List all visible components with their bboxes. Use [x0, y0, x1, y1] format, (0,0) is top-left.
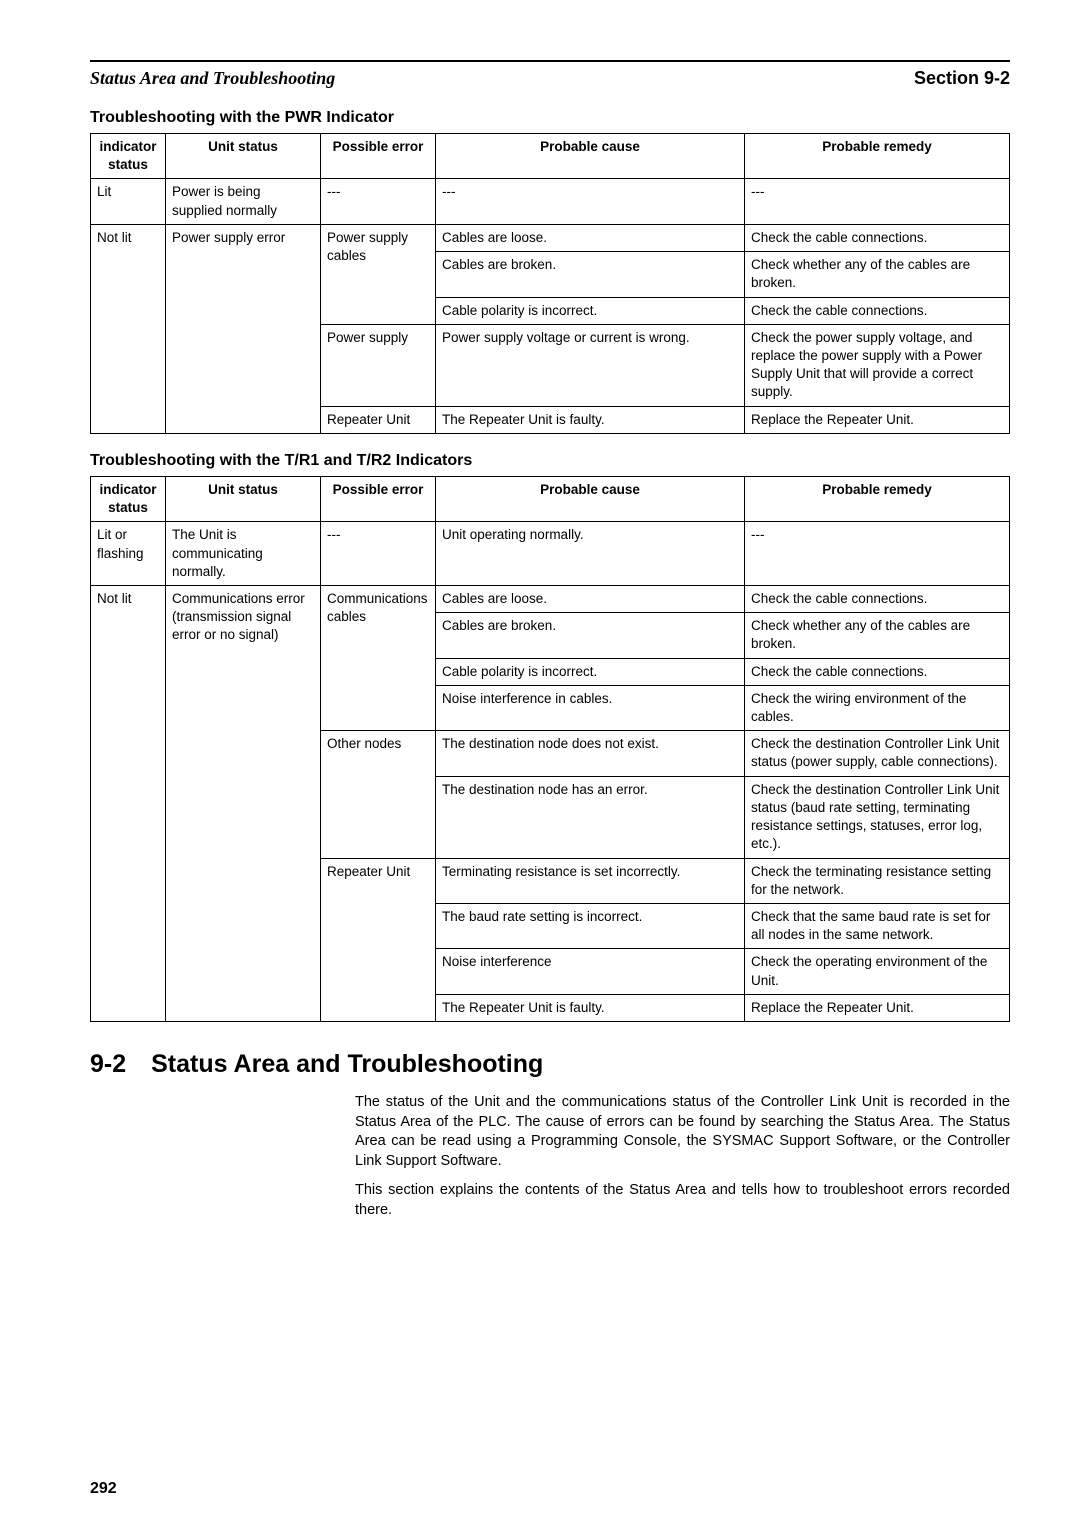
cell-unit: The Unit is communicating normally.	[166, 522, 321, 586]
table-row: Lit Power is being supplied normally ---…	[91, 179, 1010, 224]
cell-remedy: Check the wiring environment of the cabl…	[745, 685, 1010, 730]
cell-error: Repeater Unit	[321, 858, 436, 1022]
header-section-right: Section 9-2	[914, 68, 1010, 89]
cell-error: Repeater Unit	[321, 406, 436, 433]
page-number: 292	[90, 1480, 117, 1498]
cell-cause: The baud rate setting is incorrect.	[436, 904, 745, 949]
col-probable-remedy: Probable remedy	[745, 476, 1010, 521]
col-probable-cause: Probable cause	[436, 476, 745, 521]
cell-remedy: Check the operating environment of the U…	[745, 949, 1010, 994]
cell-remedy: Check whether any of the cables are brok…	[745, 252, 1010, 297]
cell-indicator: Not lit	[91, 224, 166, 433]
cell-indicator: Lit	[91, 179, 166, 224]
cell-cause: Cables are loose.	[436, 585, 745, 612]
cell-remedy: Check the cable connections.	[745, 585, 1010, 612]
table1-heading: Troubleshooting with the PWR Indicator	[90, 109, 1010, 127]
table-row: Lit or flashing The Unit is communicatin…	[91, 522, 1010, 586]
section-body: The status of the Unit and the communica…	[355, 1093, 1010, 1220]
cell-cause: The destination node has an error.	[436, 776, 745, 858]
cell-cause: Power supply voltage or current is wrong…	[436, 324, 745, 406]
body-paragraph: The status of the Unit and the communica…	[355, 1093, 1010, 1171]
cell-remedy: Check the cable connections.	[745, 224, 1010, 251]
cell-remedy: Check the power supply voltage, and repl…	[745, 324, 1010, 406]
cell-unit: Communications error (transmission signa…	[166, 585, 321, 1021]
col-indicator: indicator status	[91, 476, 166, 521]
cell-cause: Terminating resistance is set incorrectl…	[436, 858, 745, 903]
cell-remedy: Check the cable connections.	[745, 297, 1010, 324]
cell-cause: Cable polarity is incorrect.	[436, 658, 745, 685]
cell-cause: ---	[436, 179, 745, 224]
cell-indicator: Not lit	[91, 585, 166, 1021]
table1-header-row: indicator status Unit status Possible er…	[91, 134, 1010, 179]
cell-remedy: Replace the Repeater Unit.	[745, 994, 1010, 1021]
table-tr-indicators: indicator status Unit status Possible er…	[90, 476, 1010, 1022]
table2-header-row: indicator status Unit status Possible er…	[91, 476, 1010, 521]
cell-unit: Power is being supplied normally	[166, 179, 321, 224]
cell-error: ---	[321, 179, 436, 224]
cell-error: Power supply	[321, 324, 436, 406]
cell-cause: Unit operating normally.	[436, 522, 745, 586]
cell-error: Power supply cables	[321, 224, 436, 324]
cell-cause: Cables are loose.	[436, 224, 745, 251]
cell-cause: Noise interference in cables.	[436, 685, 745, 730]
cell-remedy: ---	[745, 522, 1010, 586]
cell-indicator: Lit or flashing	[91, 522, 166, 586]
header-title-left: Status Area and Troubleshooting	[90, 68, 335, 89]
cell-remedy: Check that the same baud rate is set for…	[745, 904, 1010, 949]
cell-remedy: Check the destination Controller Link Un…	[745, 776, 1010, 858]
body-paragraph: This section explains the contents of th…	[355, 1181, 1010, 1220]
cell-remedy: Check the destination Controller Link Un…	[745, 731, 1010, 776]
col-possible-error: Possible error	[321, 134, 436, 179]
cell-cause: The destination node does not exist.	[436, 731, 745, 776]
cell-remedy: Replace the Repeater Unit.	[745, 406, 1010, 433]
header-rule	[90, 60, 1010, 62]
cell-remedy: Check the cable connections.	[745, 658, 1010, 685]
cell-remedy: Check the terminating resistance setting…	[745, 858, 1010, 903]
col-unit-status: Unit status	[166, 134, 321, 179]
cell-cause: Noise interference	[436, 949, 745, 994]
cell-error: Other nodes	[321, 731, 436, 858]
cell-cause: Cable polarity is incorrect.	[436, 297, 745, 324]
cell-cause: Cables are broken.	[436, 252, 745, 297]
col-probable-cause: Probable cause	[436, 134, 745, 179]
cell-cause: The Repeater Unit is faulty.	[436, 406, 745, 433]
cell-cause: Cables are broken.	[436, 613, 745, 658]
page-header: Status Area and Troubleshooting Section …	[90, 68, 1010, 89]
cell-error: Communications cables	[321, 585, 436, 730]
cell-remedy: ---	[745, 179, 1010, 224]
cell-error: ---	[321, 522, 436, 586]
cell-unit: Power supply error	[166, 224, 321, 433]
col-indicator: indicator status	[91, 134, 166, 179]
cell-cause: The Repeater Unit is faulty.	[436, 994, 745, 1021]
section-heading: 9-2 Status Area and Troubleshooting	[90, 1050, 1010, 1079]
col-unit-status: Unit status	[166, 476, 321, 521]
col-possible-error: Possible error	[321, 476, 436, 521]
table-row: Not lit Power supply error Power supply …	[91, 224, 1010, 251]
table-row: Not lit Communications error (transmissi…	[91, 585, 1010, 612]
cell-remedy: Check whether any of the cables are brok…	[745, 613, 1010, 658]
table-pwr-indicator: indicator status Unit status Possible er…	[90, 133, 1010, 434]
table2-heading: Troubleshooting with the T/R1 and T/R2 I…	[90, 452, 1010, 470]
col-probable-remedy: Probable remedy	[745, 134, 1010, 179]
